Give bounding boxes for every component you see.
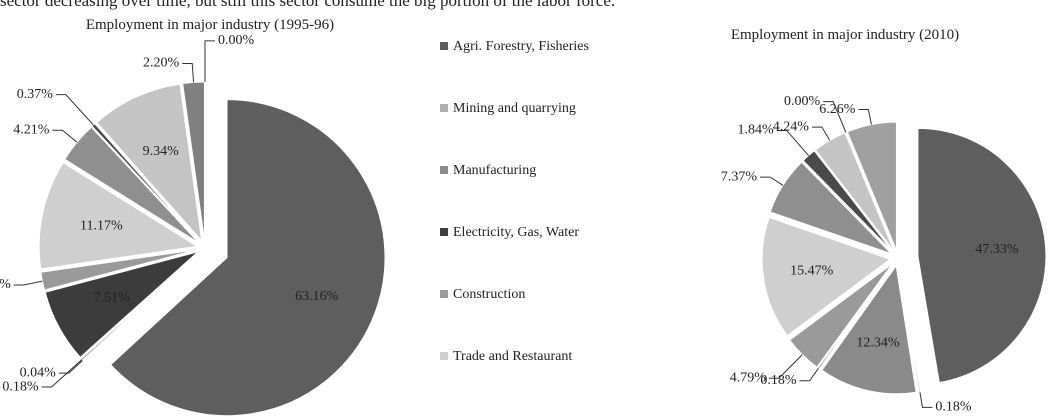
legend-entry: Manufacturing <box>440 162 603 179</box>
data-label: 6.26% <box>819 102 856 117</box>
data-label: 12.34% <box>856 335 900 350</box>
data-label: 0.18% <box>2 379 39 394</box>
leader-line <box>811 126 831 141</box>
data-label: 4.79% <box>730 370 767 385</box>
pie-slice <box>802 150 894 253</box>
legend-entry: Mining and quarrying <box>440 100 603 117</box>
data-label: 1.83% <box>0 277 11 292</box>
legend-label: Mining and quarrying <box>453 101 576 116</box>
legend-entry: Trade and Restaurant <box>440 348 603 365</box>
leader-line <box>58 359 84 374</box>
pie-slice <box>769 161 892 255</box>
pie-slice <box>814 132 895 252</box>
data-label: 9.34% <box>143 144 180 159</box>
data-label: 0.00% <box>784 94 821 109</box>
legend-swatch <box>440 290 448 298</box>
legend-swatch <box>440 166 448 174</box>
legend-swatch <box>440 352 448 360</box>
pie-slice <box>80 252 200 361</box>
data-label: 0.00% <box>218 33 255 48</box>
leader-line <box>55 94 94 126</box>
leader-line <box>760 176 784 186</box>
leader-line <box>13 280 43 286</box>
pie-slice <box>788 263 893 368</box>
leader-line <box>204 40 215 82</box>
data-label: 63.16% <box>295 289 339 304</box>
legend-label: Trade and Restaurant <box>453 349 573 364</box>
legend-label: Construction <box>453 287 526 302</box>
pie-slice <box>817 264 894 370</box>
data-label: 7.37% <box>721 169 758 184</box>
data-label: 4.24% <box>773 119 810 134</box>
pie-slice <box>64 126 200 244</box>
data-label: 0.18% <box>760 373 797 388</box>
legend-swatch <box>440 42 448 50</box>
pie-slice <box>182 81 205 241</box>
legend-swatch <box>440 228 448 236</box>
leader-line <box>858 109 872 125</box>
data-label: 4.21% <box>13 122 50 137</box>
legend-label: Manufacturing <box>453 163 537 178</box>
legend-entry: Agri. Forestry, Fisheries <box>440 38 603 55</box>
data-label: 1.84% <box>738 123 775 138</box>
legend-swatch <box>440 104 448 112</box>
leader-line <box>799 368 819 382</box>
data-label: 0.37% <box>17 87 54 102</box>
data-label: 47.33% <box>975 242 1019 257</box>
leader-line <box>776 129 809 156</box>
leader-line <box>823 101 847 133</box>
pie-slice <box>96 83 203 243</box>
pie-slice <box>761 216 892 337</box>
chart-title: Employment in major industry (2010) <box>730 27 960 43</box>
data-label: 0.18% <box>935 400 972 415</box>
pie-slice <box>44 251 199 358</box>
legend-label: Agri. Forestry, Fisheries <box>453 39 589 54</box>
legend-entry: Construction <box>440 286 603 303</box>
legend-entry: Electricity, Gas, Water <box>440 224 603 241</box>
caption: sector decreasing over time, but still t… <box>0 0 616 10</box>
leader-line <box>768 354 803 379</box>
data-label: 15.47% <box>790 264 834 279</box>
leader-line <box>182 62 195 83</box>
legend-label: Electricity, Gas, Water <box>453 225 579 240</box>
leader-line <box>52 129 78 143</box>
data-label: 7.51% <box>94 291 131 306</box>
leader-line <box>919 392 933 408</box>
pie-slice <box>917 127 1047 384</box>
pie-slice <box>110 99 386 417</box>
chart-title: Employment in major industry (1995-96) <box>85 17 335 33</box>
data-label: 2.20% <box>143 56 180 71</box>
data-label: 0.04% <box>20 365 57 380</box>
pie-slice <box>821 264 917 395</box>
leader-line <box>41 359 83 388</box>
data-label: 11.17% <box>80 218 123 233</box>
pie-slice <box>38 161 199 270</box>
